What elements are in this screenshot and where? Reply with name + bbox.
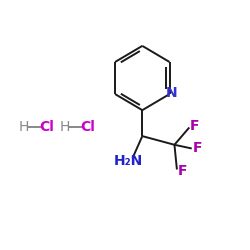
Text: F: F (192, 142, 202, 156)
Text: H₂N: H₂N (113, 154, 142, 168)
Text: F: F (190, 119, 200, 133)
Text: N: N (166, 86, 177, 100)
Text: H: H (18, 120, 29, 134)
Text: Cl: Cl (40, 120, 54, 134)
Text: H: H (59, 120, 70, 134)
Text: Cl: Cl (80, 120, 95, 134)
Text: F: F (178, 164, 187, 178)
